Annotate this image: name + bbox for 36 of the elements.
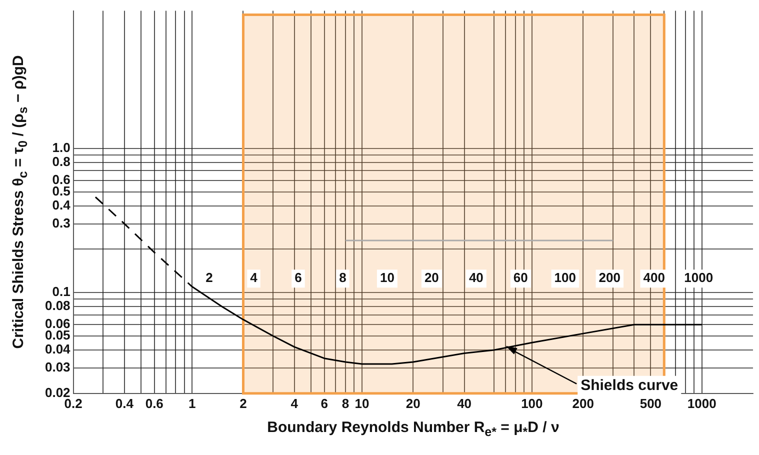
annotation: 20	[424, 270, 439, 286]
x-tick-label: 100	[521, 396, 543, 411]
x-tick-label: 0.4	[115, 396, 134, 411]
text: Shields curve	[580, 376, 678, 394]
annotation: 10	[380, 270, 394, 286]
annotation: 6	[294, 270, 302, 286]
y-tick-label: 0.04	[44, 342, 72, 357]
x-tick-label: 40	[457, 396, 472, 411]
annotation: 8	[339, 270, 346, 286]
annotation: 200	[598, 270, 620, 286]
y-tick-label: 0.1	[52, 284, 70, 300]
x-tick-label: 1	[188, 396, 196, 411]
annotation: 2	[206, 270, 213, 286]
x-tick-label: 8	[342, 396, 350, 411]
annotation: 4	[250, 270, 258, 286]
x-tick-label: 4	[290, 396, 299, 411]
y-tick-label: 0.4	[52, 197, 72, 212]
x-tick-label: 1000	[687, 396, 716, 411]
x-tick-label: 200	[572, 396, 594, 411]
x-tick-label: 10	[354, 396, 370, 411]
y-tick-label: 1.0	[52, 140, 70, 155]
y-tick-label: 0.08	[44, 298, 70, 314]
annotation: 40	[468, 270, 484, 286]
x-tick-label: 2	[240, 396, 247, 411]
x-tick-label: 20	[406, 396, 420, 411]
x-tick-label: 6	[320, 396, 328, 411]
x-axis-title: Boundary Reynolds Number R$_{e*}$ = μ$_{*}$D / ν	[267, 419, 560, 440]
annotation: 400	[643, 270, 665, 286]
y-tick-label: 0.03	[44, 360, 70, 375]
y-tick-label: 0.8	[52, 154, 70, 169]
annotation: 60	[513, 270, 528, 286]
x-tick-label: 500	[640, 396, 662, 411]
y-tick-label: 0.3	[52, 215, 70, 230]
annotation: 100	[554, 270, 576, 286]
x-tick-label: 0.6	[145, 396, 164, 411]
annotation: 1000	[684, 270, 714, 286]
